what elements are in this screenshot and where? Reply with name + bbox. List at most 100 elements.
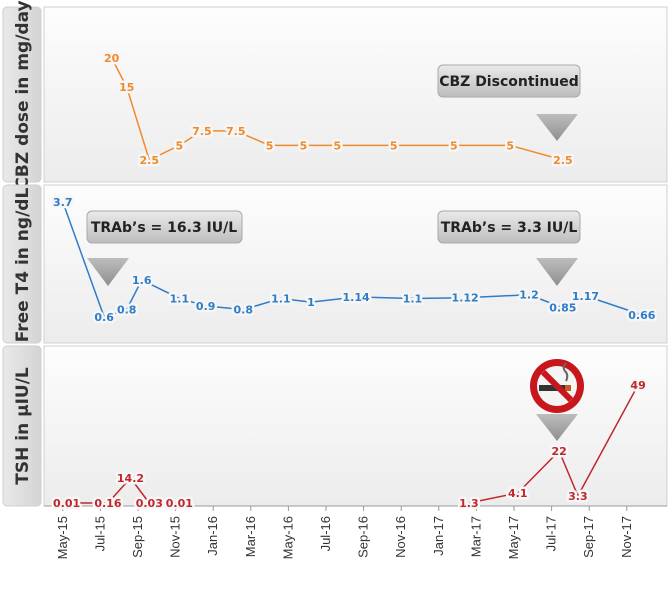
data-label-halo: 0.01 bbox=[166, 497, 193, 510]
data-label: 4.1 bbox=[508, 487, 528, 500]
data-label: 1.1 bbox=[403, 292, 423, 305]
data-label: 1.14 bbox=[343, 291, 370, 304]
series-line-segment bbox=[148, 144, 180, 161]
series-line-segment bbox=[412, 296, 466, 300]
data-label-halo: 1.2 bbox=[519, 289, 539, 302]
x-ticks: May-15 Jul-15 Sep-15 Nov-15 Jan-16 Mar-16 May-… bbox=[55, 506, 634, 559]
down-triangle-icon bbox=[87, 258, 129, 286]
cbz-discontinued-box bbox=[437, 64, 581, 98]
ylabel-tab-2: TSH in µIU/L bbox=[2, 345, 42, 507]
data-label-halo: 1.17 bbox=[572, 290, 599, 303]
trab-second-box bbox=[437, 210, 581, 244]
data-label: 0.8 bbox=[117, 304, 137, 317]
data-label-halo: 5 bbox=[506, 139, 514, 152]
data-label: 1 bbox=[307, 296, 315, 309]
cbz-discontinued-text: CBZ Discontinued bbox=[439, 74, 579, 90]
data-label: 1.6 bbox=[132, 274, 152, 287]
data-label-halo: 1.1 bbox=[403, 292, 423, 305]
series-line-segment bbox=[126, 86, 150, 161]
series-line-segment bbox=[141, 279, 180, 300]
panel-ft4 bbox=[43, 184, 668, 344]
cbz-discontinued-annotation: CBZ Discontinued bbox=[437, 64, 581, 141]
series-line-segment bbox=[111, 57, 128, 88]
data-label-halo: 1.1 bbox=[271, 292, 291, 305]
data-label: 1.12 bbox=[452, 292, 479, 305]
data-label: 0.16 bbox=[94, 497, 121, 510]
x-tick-label: Jan-16 bbox=[205, 516, 220, 556]
data-label-halo: 14.2 bbox=[117, 472, 144, 485]
data-label-halo: 5 bbox=[450, 139, 458, 152]
series-line-segment bbox=[585, 295, 643, 316]
down-triangle-icon bbox=[536, 258, 578, 286]
x-tick-label: Nov-16 bbox=[393, 516, 408, 558]
data-label: 0.03 bbox=[136, 497, 163, 510]
data-label-halo: 5 bbox=[390, 139, 398, 152]
x-tick-label: May-15 bbox=[55, 516, 70, 559]
series-line-segment bbox=[235, 130, 270, 147]
data-label: 0.85 bbox=[549, 302, 576, 315]
data-label: 5 bbox=[450, 139, 458, 152]
x-tick-label: Mar-17 bbox=[468, 516, 483, 557]
series-line-segment bbox=[103, 308, 127, 318]
data-label-halo: 15 bbox=[119, 81, 134, 94]
data-label: 7.5 bbox=[192, 125, 212, 138]
x-tick-label: Jul-16 bbox=[318, 516, 333, 551]
data-label-halo: 7.5 bbox=[192, 125, 212, 138]
series-line-segment bbox=[528, 294, 564, 309]
series-line-segment bbox=[562, 295, 586, 309]
data-label-halo: 5 bbox=[300, 139, 308, 152]
series-line-segment bbox=[178, 130, 203, 147]
data-label: 1.3 bbox=[459, 497, 479, 510]
data-label: 5 bbox=[266, 139, 274, 152]
series-line-segment bbox=[577, 384, 639, 497]
data-label-halo: 7.5 bbox=[226, 125, 246, 138]
data-label: 15 bbox=[119, 81, 134, 94]
trab-second-text: TRAb’s = 3.3 IU/L bbox=[441, 220, 578, 236]
data-label: 2.5 bbox=[140, 154, 160, 167]
data-label: 5 bbox=[300, 139, 308, 152]
series-line-segment bbox=[517, 450, 560, 494]
data-label-halo: 2.5 bbox=[553, 154, 573, 167]
data-label-halo: 5 bbox=[266, 139, 274, 152]
data-label: 49 bbox=[630, 379, 645, 392]
data-label: 5 bbox=[176, 139, 184, 152]
series-line-segment bbox=[205, 305, 244, 311]
ylabel-tab-1: Free T4 in ng/dL bbox=[2, 184, 42, 344]
data-label-halo: 22 bbox=[551, 445, 566, 458]
data-label: 0.9 bbox=[196, 300, 216, 313]
x-tick-label: Jan-17 bbox=[431, 516, 446, 556]
series-line-segment bbox=[465, 293, 530, 299]
series-line-segment bbox=[179, 297, 206, 307]
down-triangle-icon bbox=[536, 114, 578, 141]
data-label: 0.8 bbox=[234, 304, 254, 317]
series-line-segment bbox=[558, 450, 579, 497]
data-label-halo: 20 bbox=[104, 52, 120, 65]
ylabel-tab-0: CBZ dose in mg/day bbox=[2, 0, 42, 190]
series-line-segment bbox=[243, 297, 282, 311]
data-label: 5 bbox=[390, 139, 398, 152]
data-label: 22 bbox=[551, 445, 566, 458]
x-tick-label: May-17 bbox=[506, 516, 521, 559]
ft4-series: 3.73.70.60.60.80.81.61.61.11.10.90.9 0.80… bbox=[51, 194, 659, 327]
ylabel-0: CBZ dose in mg/day bbox=[13, 0, 33, 189]
data-label-halo: 1.12 bbox=[452, 292, 479, 305]
series-line-segment bbox=[126, 279, 143, 310]
x-tick-label: May-16 bbox=[280, 516, 295, 559]
data-label-halo: 3.3 bbox=[568, 490, 588, 503]
x-tick-label: Nov-15 bbox=[168, 516, 183, 558]
series-line-segment bbox=[62, 201, 105, 318]
data-label: 3.3 bbox=[568, 490, 588, 503]
series-line-segment bbox=[510, 144, 564, 161]
ylabel-1: Free T4 in ng/dL bbox=[13, 188, 33, 343]
series-line-segment bbox=[129, 477, 150, 504]
data-label-halo: 0.66 bbox=[628, 309, 655, 322]
ylabel-2: TSH in µIU/L bbox=[13, 367, 33, 485]
data-label: 5 bbox=[506, 139, 514, 152]
data-label-halo: 0.8 bbox=[117, 304, 137, 317]
data-label-halo: 5 bbox=[176, 139, 184, 152]
data-label-halo: 2.5 bbox=[140, 154, 160, 167]
series-line-segment bbox=[356, 296, 413, 300]
data-label-halo: 1.6 bbox=[132, 274, 152, 287]
data-label: 1.2 bbox=[519, 289, 539, 302]
